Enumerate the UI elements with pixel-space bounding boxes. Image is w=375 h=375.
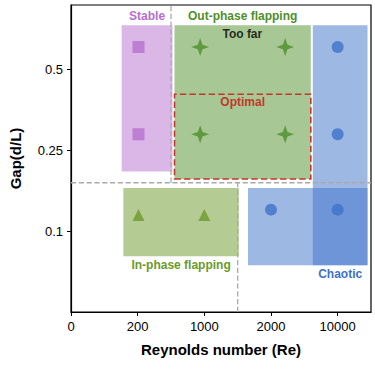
svg-text:200: 200 (127, 319, 149, 334)
svg-text:Too far: Too far (222, 27, 262, 41)
svg-text:1000: 1000 (190, 319, 219, 334)
svg-text:Stable: Stable (129, 9, 165, 23)
svg-text:0.1: 0.1 (45, 224, 63, 239)
svg-text:0.25: 0.25 (38, 143, 63, 158)
svg-text:Chaotic: Chaotic (318, 267, 362, 281)
svg-text:Optimal: Optimal (220, 95, 265, 109)
svg-text:Gap(d/L): Gap(d/L) (7, 128, 24, 190)
svg-text:Reynolds number (Re): Reynolds number (Re) (141, 341, 301, 358)
svg-text:0: 0 (67, 319, 74, 334)
svg-text:2000: 2000 (257, 319, 286, 334)
svg-text:0.5: 0.5 (45, 62, 63, 77)
svg-text:10000: 10000 (320, 319, 356, 334)
svg-text:In-phase flapping: In-phase flapping (131, 258, 230, 272)
svg-text:Out-phase flapping: Out-phase flapping (188, 9, 297, 23)
